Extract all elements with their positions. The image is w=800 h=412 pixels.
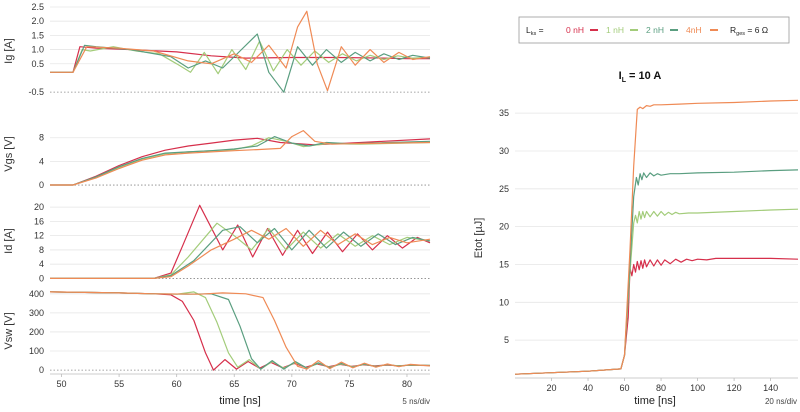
- vsw-panel: 0 100 200 300 400 Vsw [V]: [3, 289, 431, 375]
- y-tick-label: 0: [39, 273, 44, 283]
- x-tick-label: 50: [57, 379, 67, 389]
- y-tick-label: 200: [29, 327, 44, 337]
- etot-x-axis-label: time [ns]: [634, 395, 676, 407]
- y-tick-label: 16: [34, 216, 44, 226]
- legend-prefix: Lks =: [526, 25, 544, 37]
- series-line-4nh: [50, 227, 431, 279]
- legend-box: [518, 16, 790, 44]
- x-tick-label: 120: [727, 383, 742, 393]
- x-tick-label: 60: [620, 383, 630, 393]
- series-line-4nh: [50, 130, 431, 186]
- y-tick-label: 4: [39, 259, 44, 269]
- energy-chart-title: IL = 10 A: [619, 70, 662, 84]
- series-line-2nh: [49, 291, 431, 370]
- series-line-4nh: [514, 99, 799, 375]
- y-axis-label: Id [A]: [3, 228, 15, 254]
- x-tick-label: 70: [287, 379, 297, 389]
- y-tick-label: 25: [499, 184, 509, 194]
- y-axis-label: Ig [A]: [3, 38, 15, 64]
- y-tick-label: 20: [34, 202, 44, 212]
- y-tick-label: 1.0: [31, 45, 44, 55]
- x-tick-label: 60: [172, 379, 182, 389]
- y-tick-label: 400: [29, 289, 44, 299]
- left-x-axis-label: time [ns]: [219, 395, 261, 407]
- y-tick-label: 8: [39, 133, 44, 143]
- x-tick-label: 80: [656, 383, 666, 393]
- legend-label: 4nH: [686, 25, 702, 35]
- x-tick-label: 40: [583, 383, 593, 393]
- y-tick-label: 10: [499, 297, 509, 307]
- series-line-1nh: [49, 291, 431, 370]
- x-tick-label: 80: [402, 379, 412, 389]
- etot-panel: 5 10 15 20 25 30 35 20 40 60 80 100 120 140 Etot [µJ]: [473, 99, 799, 393]
- y-tick-label: 30: [499, 146, 509, 156]
- y-tick-label: 4: [39, 156, 44, 166]
- y-tick-label: 300: [29, 308, 44, 318]
- y-axis-label: Vgs [V]: [3, 136, 15, 171]
- vgs-panel: 0 4 8 Vgs [V]: [3, 130, 431, 190]
- x-tick-label: 65: [229, 379, 239, 389]
- x-tick-label: 20: [547, 383, 557, 393]
- legend-label: 0 nH: [566, 25, 584, 35]
- series-line-2nh: [50, 226, 431, 279]
- x-tick-label: 75: [344, 379, 354, 389]
- series-line-0nh: [50, 204, 431, 279]
- series-line-2nh: [514, 169, 799, 375]
- series-line-0nh: [49, 291, 431, 371]
- y-tick-label: 2.0: [31, 16, 44, 26]
- legend-label: 2 nH: [646, 25, 664, 35]
- series-line-4nh: [50, 10, 431, 92]
- etot-x-div-label: 20 ns/div: [765, 397, 797, 406]
- y-tick-label: 5: [504, 335, 509, 345]
- y-tick-label: 0.5: [31, 59, 44, 69]
- y-tick-label: 20: [499, 222, 509, 232]
- legend: Lks = 0 nH 1 nH 2 nH 4nH Rges = 6 Ω: [518, 16, 790, 44]
- y-tick-label: 0: [39, 365, 44, 375]
- x-tick-label: 55: [114, 379, 124, 389]
- y-tick-label: 100: [29, 346, 44, 356]
- x-tick-label: 140: [763, 383, 778, 393]
- x-tick-label: 100: [690, 383, 705, 393]
- series-line-1nh: [514, 208, 799, 375]
- series-line-2nh: [50, 136, 431, 186]
- series-line-2nh: [50, 33, 431, 93]
- legend-label: 1 nH: [606, 25, 624, 35]
- y-tick-label: 0: [39, 180, 44, 190]
- legend-resistance: Rges = 6 Ω: [730, 25, 768, 37]
- left-x-div-label: 5 ns/div: [402, 397, 430, 406]
- y-tick-label: 1.5: [31, 30, 44, 40]
- y-tick-label: 8: [39, 245, 44, 255]
- y-tick-label: 2.5: [31, 2, 44, 12]
- y-tick-label: -0.5: [28, 87, 44, 97]
- series-line-0nh: [514, 257, 799, 375]
- ig-panel: -0.5 0.5 1.0 1.5 2.0 2.5 Ig [A]: [3, 2, 431, 97]
- id-panel: 0 4 8 12 16 20 Id [A]: [3, 202, 431, 283]
- series-line-0nh: [50, 46, 430, 73]
- series-line-4nh: [49, 291, 431, 370]
- y-axis-label: Vsw [V]: [3, 312, 15, 349]
- y-tick-label: 35: [499, 108, 509, 118]
- series-line-0nh: [50, 137, 431, 186]
- series-line-1nh: [50, 222, 431, 279]
- left-time-axis: 50 55 60 65 70 75 80: [50, 373, 430, 389]
- legend-entries: 0 nH 1 nH 2 nH 4nH: [566, 25, 718, 35]
- y-tick-label: 12: [34, 231, 44, 241]
- y-axis-label: Etot [µJ]: [473, 218, 485, 259]
- series-line-1nh: [50, 40, 431, 75]
- y-tick-label: 15: [499, 259, 509, 269]
